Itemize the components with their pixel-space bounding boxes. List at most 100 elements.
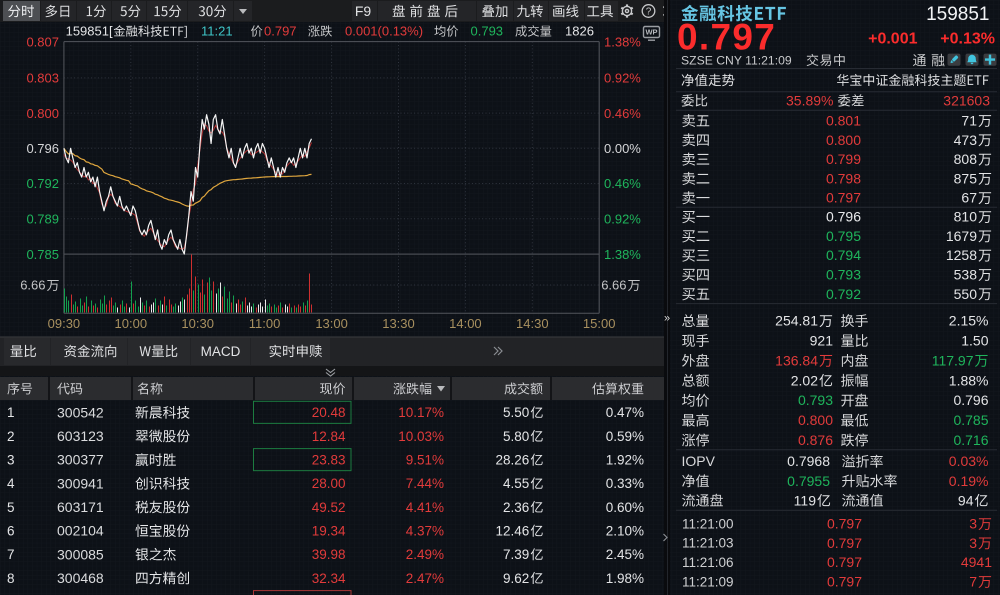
svg-text:0.800: 0.800 — [26, 106, 59, 121]
svg-text:35.89%: 35.89% — [786, 92, 833, 108]
svg-text:0.797: 0.797 — [677, 17, 776, 58]
svg-text:808: 808 — [954, 151, 978, 167]
svg-text:2.02: 2.02 — [791, 372, 818, 388]
svg-text:0.799: 0.799 — [826, 151, 861, 167]
svg-text:9.62: 9.62 — [503, 571, 529, 586]
svg-text:20.48: 20.48 — [312, 405, 346, 420]
svg-text:28.26: 28.26 — [496, 453, 530, 468]
svg-text:603123: 603123 — [57, 428, 104, 444]
svg-text:117.97: 117.97 — [932, 352, 974, 368]
svg-text:0.46%: 0.46% — [604, 106, 641, 121]
svg-text:7.39: 7.39 — [503, 547, 529, 562]
svg-text:0.807: 0.807 — [26, 34, 59, 49]
svg-text:2.10%: 2.10% — [606, 524, 644, 539]
svg-text:0.800: 0.800 — [826, 132, 861, 148]
svg-text:11:21:03: 11:21:03 — [682, 536, 734, 551]
svg-text:0.03%: 0.03% — [949, 453, 989, 469]
svg-text:473: 473 — [954, 132, 978, 148]
svg-text:0.796: 0.796 — [26, 141, 59, 156]
svg-text:23.83: 23.83 — [312, 453, 346, 468]
svg-text:10:00: 10:00 — [115, 316, 148, 331]
svg-text:1258: 1258 — [946, 247, 977, 263]
svg-text:0.33%: 0.33% — [606, 476, 644, 491]
svg-text:136.84: 136.84 — [775, 352, 818, 368]
svg-text:67: 67 — [961, 190, 977, 206]
svg-text:550: 550 — [954, 286, 978, 302]
svg-text:3: 3 — [969, 535, 977, 551]
svg-text:810: 810 — [954, 209, 978, 225]
svg-text:39.98: 39.98 — [312, 547, 346, 562]
svg-text:MACD: MACD — [201, 344, 241, 359]
svg-text:IOPV: IOPV — [682, 453, 716, 469]
svg-text:159851: 159851 — [926, 4, 989, 25]
svg-text:13:00: 13:00 — [315, 316, 348, 331]
svg-text:+0.001: +0.001 — [868, 31, 917, 48]
svg-text:0.92%: 0.92% — [604, 211, 641, 226]
svg-text:002104: 002104 — [57, 523, 104, 539]
svg-text:2.36: 2.36 — [503, 500, 529, 515]
svg-text:3: 3 — [7, 453, 15, 468]
svg-text:0.800: 0.800 — [798, 412, 833, 428]
svg-text:2.49%: 2.49% — [406, 547, 444, 562]
svg-text:1.38%: 1.38% — [604, 247, 641, 262]
svg-text:0.797: 0.797 — [826, 190, 861, 206]
svg-text:0.92%: 0.92% — [604, 71, 641, 86]
svg-text:4941: 4941 — [961, 554, 992, 570]
svg-text:875: 875 — [954, 170, 978, 186]
svg-text:300377: 300377 — [57, 452, 104, 468]
svg-text:7.44%: 7.44% — [406, 476, 444, 491]
svg-text:0.60%: 0.60% — [606, 500, 644, 515]
svg-text:921: 921 — [810, 333, 834, 349]
svg-text:300542: 300542 — [57, 404, 104, 420]
svg-text:0.59%: 0.59% — [606, 429, 644, 444]
svg-text:19.34: 19.34 — [312, 524, 346, 539]
svg-text:10.17%: 10.17% — [398, 405, 444, 420]
svg-text:2: 2 — [7, 429, 15, 444]
svg-text:1.98%: 1.98% — [606, 571, 644, 586]
svg-text:0.792: 0.792 — [826, 286, 861, 302]
svg-text:1826: 1826 — [565, 24, 594, 39]
svg-text:11:21: 11:21 — [201, 24, 233, 39]
svg-text:0.19%: 0.19% — [949, 473, 989, 489]
svg-text:1.92%: 1.92% — [606, 453, 644, 468]
svg-text:0.716: 0.716 — [953, 432, 988, 448]
svg-text:300468: 300468 — [57, 570, 104, 586]
svg-text:0.789: 0.789 — [26, 211, 59, 226]
svg-text:6.66: 6.66 — [601, 278, 626, 293]
svg-text:71: 71 — [961, 113, 977, 129]
svg-text:1.50: 1.50 — [961, 333, 988, 349]
svg-text:119: 119 — [794, 492, 817, 508]
svg-text:0.00%: 0.00% — [604, 141, 641, 156]
svg-text:1.38%: 1.38% — [604, 34, 641, 49]
svg-text:0.795: 0.795 — [826, 228, 861, 244]
svg-text:11:21:00: 11:21:00 — [682, 516, 734, 531]
svg-text:12.46: 12.46 — [496, 524, 530, 539]
svg-text:0.7968: 0.7968 — [787, 453, 830, 469]
svg-text:94: 94 — [958, 492, 974, 508]
svg-text:300085: 300085 — [57, 546, 104, 562]
svg-text:8: 8 — [7, 571, 15, 586]
svg-text:0.793: 0.793 — [471, 24, 504, 39]
svg-text:WP: WP — [645, 28, 657, 37]
svg-text:7: 7 — [969, 574, 977, 590]
svg-text:0.793: 0.793 — [826, 267, 861, 283]
svg-text:0.798: 0.798 — [826, 170, 861, 186]
svg-text:0.876: 0.876 — [798, 432, 833, 448]
svg-text:49.52: 49.52 — [312, 500, 346, 515]
svg-text:10.03%: 10.03% — [398, 429, 444, 444]
svg-text:0.797: 0.797 — [827, 554, 862, 570]
svg-text:4.37%: 4.37% — [406, 524, 444, 539]
svg-text:»: » — [664, 312, 670, 324]
svg-text:7: 7 — [7, 547, 15, 562]
svg-text:0.793: 0.793 — [798, 392, 833, 408]
svg-text:1.88%: 1.88% — [949, 372, 989, 388]
svg-text:0.796: 0.796 — [953, 392, 988, 408]
svg-text:2.45%: 2.45% — [606, 547, 644, 562]
svg-text:5.50: 5.50 — [503, 405, 529, 420]
svg-text:13:30: 13:30 — [382, 316, 415, 331]
svg-text:0.797: 0.797 — [827, 516, 862, 532]
svg-text:0.7955: 0.7955 — [787, 473, 830, 489]
svg-text:12.84: 12.84 — [312, 429, 346, 444]
svg-text:300941: 300941 — [57, 475, 104, 491]
svg-text:?: ? — [646, 6, 652, 17]
